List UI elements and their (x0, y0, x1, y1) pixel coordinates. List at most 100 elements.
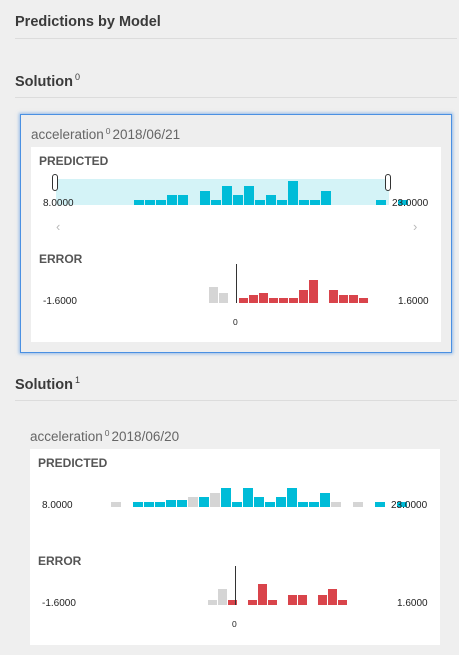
error-bar (209, 287, 218, 303)
error-bar (298, 595, 307, 605)
error-bar (359, 298, 368, 303)
error-bar (318, 595, 327, 605)
card-date: 2018/06/21 (112, 127, 181, 142)
error-bar (239, 298, 248, 303)
predicted-bar (309, 502, 319, 507)
card-date: 2018/06/20 (111, 429, 180, 444)
predicted-bar (353, 502, 363, 507)
error-bar (339, 295, 348, 303)
range-max-handle[interactable] (385, 174, 391, 191)
predicted-bar (299, 200, 309, 205)
prediction-card[interactable]: acceleration 0 2018/06/21 PREDICTED 8.0000… (20, 114, 452, 353)
zero-line (236, 264, 237, 303)
predicted-bar (277, 200, 287, 205)
solution-label: Solution (15, 377, 73, 393)
predicted-bar (177, 500, 187, 507)
error-bar (299, 290, 308, 303)
divider (15, 38, 457, 39)
error-bar (218, 589, 227, 605)
chart-panel: PREDICTED 8.0000 23.0000 ‹ › ERROR 0 -1.… (31, 147, 441, 342)
predicted-bar (221, 488, 231, 507)
predicted-bar (222, 186, 232, 205)
error-bar (248, 600, 257, 605)
predicted-bar (156, 200, 166, 205)
predicted-bar (398, 200, 408, 205)
predicted-bar (321, 191, 331, 205)
predicted-bar (133, 502, 143, 507)
chevron-left-icon[interactable]: ‹ (56, 219, 61, 234)
feature-index: 0 (105, 126, 111, 136)
predicted-bar (331, 502, 341, 507)
predicted-bar (244, 186, 254, 205)
chart-panel: PREDICTED 8.0000 23.0000 ERROR 0 -1.6000… (30, 449, 440, 645)
feature-name: acceleration (31, 127, 104, 142)
card-header: acceleration 0 2018/06/20 (30, 428, 180, 444)
error-bar (249, 295, 258, 303)
predicted-bar (320, 493, 330, 507)
predicted-bar (199, 497, 209, 507)
solution-index: 0 (75, 72, 81, 82)
predicted-bar (178, 195, 188, 205)
predicted-bar (255, 200, 265, 205)
predicted-bar (232, 502, 242, 507)
error-min: -1.6000 (42, 598, 76, 609)
card-header: acceleration 0 2018/06/21 (31, 126, 181, 142)
error-max: 1.6000 (398, 296, 429, 307)
error-bar (328, 589, 337, 605)
error-bar (268, 600, 277, 605)
predicted-bar (211, 200, 221, 205)
predicted-bar (166, 500, 176, 507)
error-bar (329, 290, 338, 303)
error-bar (259, 293, 268, 303)
zero-line (235, 566, 236, 605)
divider (15, 97, 457, 98)
predicted-bar (144, 502, 154, 507)
predicted-bar (287, 488, 297, 507)
predicted-bar (376, 200, 386, 205)
predicted-min: 8.0000 (42, 500, 73, 511)
predicted-label: PREDICTED (38, 456, 108, 470)
error-bar (269, 298, 278, 303)
predicted-bar (233, 195, 243, 205)
error-bar (228, 600, 237, 605)
solution-index: 1 (75, 375, 81, 385)
predicted-bar (265, 502, 275, 507)
error-label: ERROR (39, 252, 83, 266)
predicted-bar (375, 502, 385, 507)
predicted-bar (288, 181, 298, 205)
predicted-bar (397, 502, 407, 507)
predicted-bar (310, 200, 320, 205)
predicted-bar (134, 200, 144, 205)
prediction-card[interactable]: acceleration 0 2018/06/20 PREDICTED 8.0000… (20, 417, 452, 649)
error-label: ERROR (38, 554, 82, 568)
error-bar (289, 298, 298, 303)
predicted-max: 23.0000 (391, 500, 428, 511)
predicted-bar (276, 497, 286, 507)
predicted-bar (145, 200, 155, 205)
error-bar (309, 280, 318, 303)
predicted-bar (266, 195, 276, 205)
feature-name: acceleration (30, 429, 103, 444)
feature-index: 0 (104, 428, 110, 438)
error-bar (349, 295, 358, 303)
predicted-bar (298, 502, 308, 507)
chevron-right-icon[interactable]: › (413, 219, 418, 234)
predicted-bar (155, 502, 165, 507)
predicted-bar (167, 195, 177, 205)
page-title: Predictions by Model (15, 14, 161, 30)
predicted-bar (200, 191, 210, 205)
predicted-bar (188, 497, 198, 507)
predicted-label: PREDICTED (39, 154, 109, 168)
predicted-min: 8.0000 (43, 198, 74, 209)
error-bar (288, 595, 297, 605)
predicted-bar (254, 497, 264, 507)
error-bar (208, 600, 217, 605)
predicted-max: 23.0000 (392, 198, 429, 209)
error-bar (279, 298, 288, 303)
solution-title: Solution 0 (15, 72, 81, 90)
divider (15, 400, 457, 401)
predicted-bar (243, 488, 253, 507)
solution-title: Solution 1 (15, 375, 81, 393)
zero-label: 0 (233, 317, 238, 327)
range-min-handle[interactable] (52, 174, 58, 191)
